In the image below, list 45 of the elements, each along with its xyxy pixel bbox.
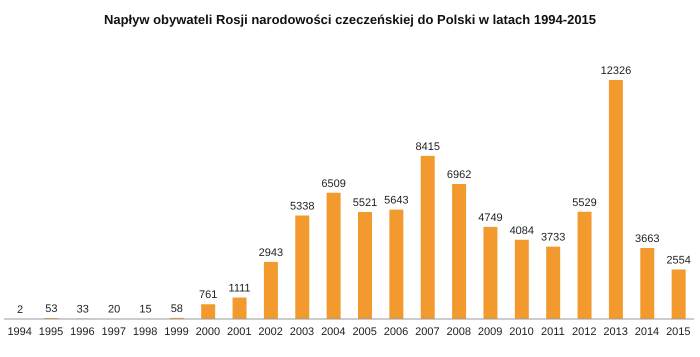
- x-tick-label: 2012: [572, 326, 596, 338]
- x-tick-label: 2008: [446, 326, 472, 338]
- x-tick-label: 1994: [7, 326, 32, 338]
- data-label: 3733: [540, 232, 566, 244]
- data-label: 6962: [446, 169, 472, 182]
- x-tick-label: 2007: [415, 326, 440, 338]
- data-label: 2: [16, 304, 24, 316]
- x-tick-label: 2014: [634, 326, 660, 338]
- data-label: 5338: [290, 200, 315, 212]
- x-tick-label: 2000: [196, 326, 220, 338]
- data-label: 3663: [635, 232, 660, 245]
- data-label: 8415: [415, 140, 440, 153]
- data-label: 5643: [384, 194, 409, 207]
- data-label: 1111: [228, 282, 251, 294]
- x-tick-label: 2002: [258, 326, 283, 338]
- data-label: 2554: [666, 254, 691, 266]
- data-label: 53: [45, 302, 58, 315]
- x-tick-label: 1996: [70, 326, 95, 338]
- x-tick-label: 2010: [509, 326, 534, 338]
- x-tick-label: 1997: [102, 326, 126, 338]
- x-tick-label: 1995: [38, 326, 64, 338]
- x-tick-label: 2001: [226, 326, 252, 338]
- x-tick-label: 2009: [478, 326, 502, 338]
- x-tick-label: 2003: [290, 326, 314, 338]
- data-label: 20: [108, 304, 120, 316]
- x-tick-label: 2015: [666, 326, 691, 338]
- x-tick-label: 2005: [352, 326, 377, 338]
- data-label: 5529: [572, 196, 597, 209]
- data-label: 4084: [510, 224, 534, 237]
- data-label: 6509: [321, 178, 346, 190]
- data-label: 33: [76, 303, 89, 316]
- chart-title: Napływ obywateli Rosji narodowości czeczeńskiej do Polski w latach 1994-2015: [102, 12, 598, 27]
- x-tick-label: 1999: [164, 326, 189, 338]
- data-label: 4749: [478, 212, 503, 224]
- data-label: 58: [170, 302, 183, 315]
- x-tick-label: 2011: [541, 326, 565, 338]
- x-tick-label: 2013: [603, 326, 628, 338]
- x-tick-label: 2006: [384, 326, 408, 338]
- data-label: 5521: [352, 196, 378, 209]
- data-label: 761: [199, 289, 218, 302]
- x-tick-label: 2004: [321, 326, 346, 338]
- data-label: 2943: [258, 246, 284, 259]
- data-label: 15: [139, 304, 152, 316]
- data-label: 12326: [600, 65, 632, 77]
- x-tick-label: 1998: [132, 326, 158, 338]
